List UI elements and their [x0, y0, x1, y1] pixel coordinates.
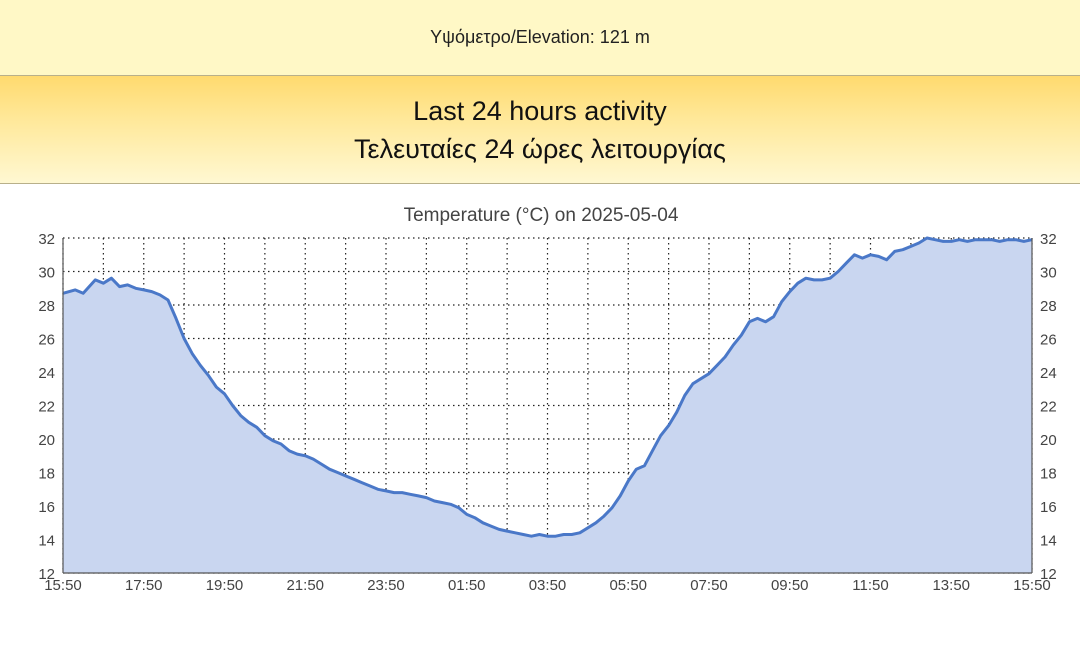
- y-tick-label-left: 20: [38, 432, 55, 449]
- y-tick-label-right: 28: [1040, 298, 1057, 315]
- temperature-area-fill: [63, 238, 1032, 573]
- y-tick-label-right: 16: [1040, 499, 1057, 516]
- x-tick-label: 05:50: [609, 577, 647, 594]
- x-tick-label: 23:50: [367, 577, 405, 594]
- x-tick-label: 11:50: [852, 577, 888, 594]
- x-tick-label: 03:50: [529, 577, 567, 594]
- x-tick-label: 15:50: [44, 577, 82, 594]
- axis-layer: 12 12 14 14 16 16 18 18 20 20 22 22 24 24 26 26 28 28 30 30…: [38, 231, 1056, 594]
- y-tick-label-right: 14: [1040, 533, 1057, 550]
- area-layer: [62, 236, 1033, 573]
- x-tick-label: 15:50: [1013, 577, 1051, 594]
- x-tick-label: 07:50: [690, 577, 728, 594]
- x-tick-label: 17:50: [125, 577, 163, 594]
- activity-banner: Last 24 hours activity Τελευταίες 24 ώρε…: [0, 76, 1080, 184]
- y-tick-label-left: 14: [38, 533, 55, 550]
- y-tick-label-right: 24: [1040, 365, 1057, 382]
- y-tick-label-right: 12: [1040, 566, 1057, 583]
- y-tick-label-right: 26: [1040, 332, 1057, 349]
- y-tick-label-left: 22: [38, 399, 55, 416]
- temperature-line: [62, 236, 1033, 538]
- y-tick-label-left: 32: [38, 231, 55, 248]
- y-tick-label-right: 18: [1040, 466, 1057, 483]
- y-tick-label-left: 28: [38, 298, 55, 315]
- y-tick-label-left: 24: [38, 365, 55, 382]
- y-tick-label-left: 12: [38, 566, 55, 583]
- chart-title: Temperature (°C) on 2025-05-04: [404, 205, 679, 226]
- x-tick-label: 21:50: [286, 577, 324, 594]
- temperature-chart: Temperature (°C) on 2025-05-04 12 12 14 14 1…: [0, 184, 1080, 643]
- y-tick-label-right: 20: [1040, 432, 1057, 449]
- y-tick-label-right: 22: [1040, 399, 1057, 416]
- y-tick-label-right: 32: [1040, 231, 1057, 248]
- y-tick-label-right: 30: [1040, 265, 1057, 282]
- x-tick-label: 13:50: [932, 577, 970, 594]
- y-tick-label-left: 30: [38, 265, 55, 282]
- y-tick-label-left: 16: [38, 499, 55, 516]
- x-tick-label: 19:50: [206, 577, 244, 594]
- x-tick-label: 01:50: [448, 577, 486, 594]
- y-tick-label-left: 26: [38, 332, 55, 349]
- x-tick-label: 09:50: [771, 577, 809, 594]
- elevation-text: Υψόμετρο/Elevation: 121 m: [430, 27, 650, 47]
- elevation-bar: Υψόμετρο/Elevation: 121 m: [0, 0, 1080, 76]
- banner-title-greek: Τελευταίες 24 ώρες λειτουργίας: [354, 133, 726, 164]
- banner-title-english: Last 24 hours activity: [413, 95, 667, 126]
- y-tick-label-left: 18: [38, 466, 55, 483]
